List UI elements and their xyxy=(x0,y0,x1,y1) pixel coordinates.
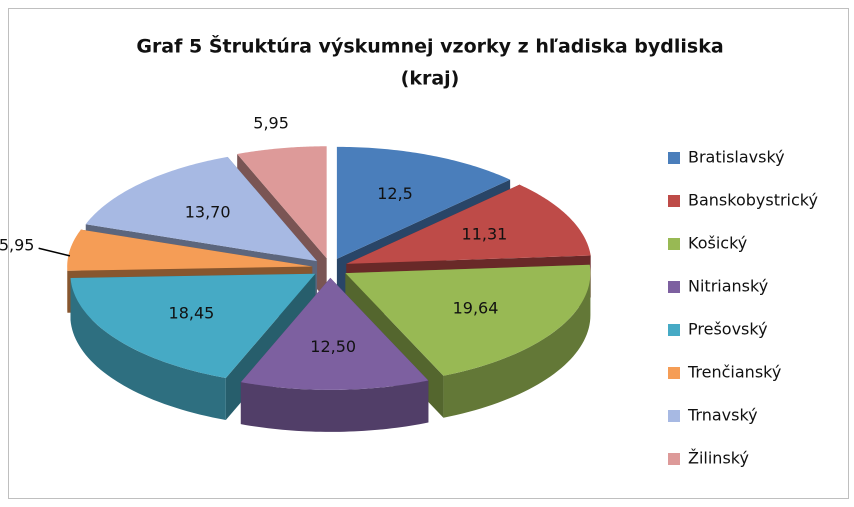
data-label: 13,70 xyxy=(185,202,231,221)
leader-line xyxy=(38,247,71,257)
legend-swatch xyxy=(668,324,680,336)
legend-swatch xyxy=(668,367,680,379)
data-label: 5,95 xyxy=(253,114,289,133)
legend-label: Prešovský xyxy=(688,320,768,339)
legend-label: Bratislavský xyxy=(688,148,785,167)
data-label: 12,50 xyxy=(310,337,356,356)
slice-side xyxy=(70,277,226,420)
legend-label: Banskobystrický xyxy=(688,191,818,210)
legend-swatch xyxy=(668,238,680,250)
slice xyxy=(240,277,429,390)
legend-swatch xyxy=(668,152,680,164)
legend-swatch xyxy=(668,453,680,465)
legend-swatch xyxy=(668,281,680,293)
slice xyxy=(336,146,511,259)
slice xyxy=(345,264,591,376)
legend-label: Košický xyxy=(688,234,747,253)
chart-title: (kraj) xyxy=(401,68,460,90)
legend-label: Nitrianský xyxy=(688,277,768,296)
slice-side xyxy=(443,273,591,418)
legend-swatch xyxy=(668,195,680,207)
data-label: 11,31 xyxy=(462,224,508,243)
slice xyxy=(85,156,318,262)
slice xyxy=(70,273,316,378)
data-label: 5,95 xyxy=(0,236,34,255)
slice xyxy=(237,146,327,259)
data-label: 18,45 xyxy=(169,303,215,322)
slice-side xyxy=(240,380,429,432)
data-label: 19,64 xyxy=(453,298,499,317)
chart-title: Graf 5 Štruktúra výskumnej vzorky z hľad… xyxy=(136,34,723,58)
legend-label: Trenčianský xyxy=(687,363,781,382)
legend-label: Trnavský xyxy=(687,406,758,425)
slice xyxy=(67,229,313,271)
data-label: 12,5 xyxy=(377,184,413,203)
slice xyxy=(346,184,591,264)
legend-swatch xyxy=(668,410,680,422)
legend-label: Žilinský xyxy=(688,449,749,468)
